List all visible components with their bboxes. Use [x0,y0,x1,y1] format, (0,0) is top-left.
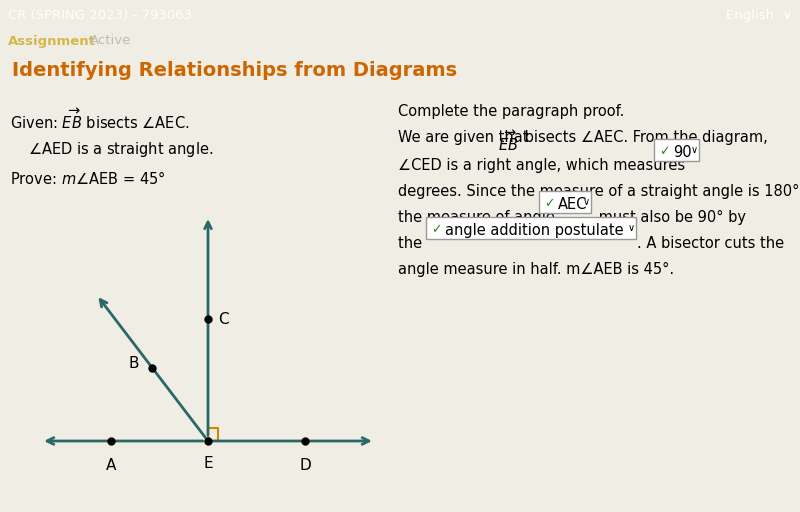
FancyBboxPatch shape [654,139,699,161]
Text: B: B [129,355,139,371]
Text: the: the [398,236,426,251]
Text: ✓: ✓ [659,145,670,158]
Text: C: C [218,312,229,327]
Text: Assignment: Assignment [8,34,96,48]
Text: English  ∨: English ∨ [726,9,792,22]
Text: ✓: ✓ [431,223,442,236]
Text: ✓: ✓ [544,197,554,210]
Text: Prove: $m\angle$AEB = 45°: Prove: $m\angle$AEB = 45° [10,170,166,187]
Text: must also be 90° by: must also be 90° by [594,210,746,225]
Text: 90: 90 [674,145,692,160]
Text: angle addition postulate: angle addition postulate [446,223,624,238]
Text: degrees. Since the measure of a straight angle is 180°,: degrees. Since the measure of a straight… [398,184,800,199]
Text: CR (SPRING 2023) - 793063: CR (SPRING 2023) - 793063 [8,9,192,22]
Text: Identifying Relationships from Diagrams: Identifying Relationships from Diagrams [12,61,457,80]
Text: ∠CED is a right angle, which measures: ∠CED is a right angle, which measures [398,158,690,173]
Text: A: A [106,458,116,473]
FancyBboxPatch shape [426,217,637,239]
Text: Given: $\overrightarrow{EB}$ bisects $\angle$AEC.: Given: $\overrightarrow{EB}$ bisects $\a… [10,108,190,132]
Text: D: D [299,458,311,473]
Text: bisects ∠AEC. From the diagram,: bisects ∠AEC. From the diagram, [520,130,767,145]
Text: . A bisector cuts the: . A bisector cuts the [638,236,785,251]
Text: Complete the paragraph proof.: Complete the paragraph proof. [398,104,624,119]
Text: Active: Active [90,34,131,48]
Text: E: E [203,456,213,471]
Text: $\overrightarrow{EB}$: $\overrightarrow{EB}$ [498,130,518,154]
Text: We are given that: We are given that [398,130,533,145]
Text: the measure of angle: the measure of angle [398,210,559,225]
Text: ∨: ∨ [627,223,634,233]
Text: ∨: ∨ [690,145,698,155]
Text: ∨: ∨ [582,197,590,207]
Text: $\angle$AED is a straight angle.: $\angle$AED is a straight angle. [28,140,214,159]
Text: AEC: AEC [558,197,587,212]
FancyBboxPatch shape [538,191,591,213]
Text: angle measure in half. m∠AEB is 45°.: angle measure in half. m∠AEB is 45°. [398,262,674,277]
